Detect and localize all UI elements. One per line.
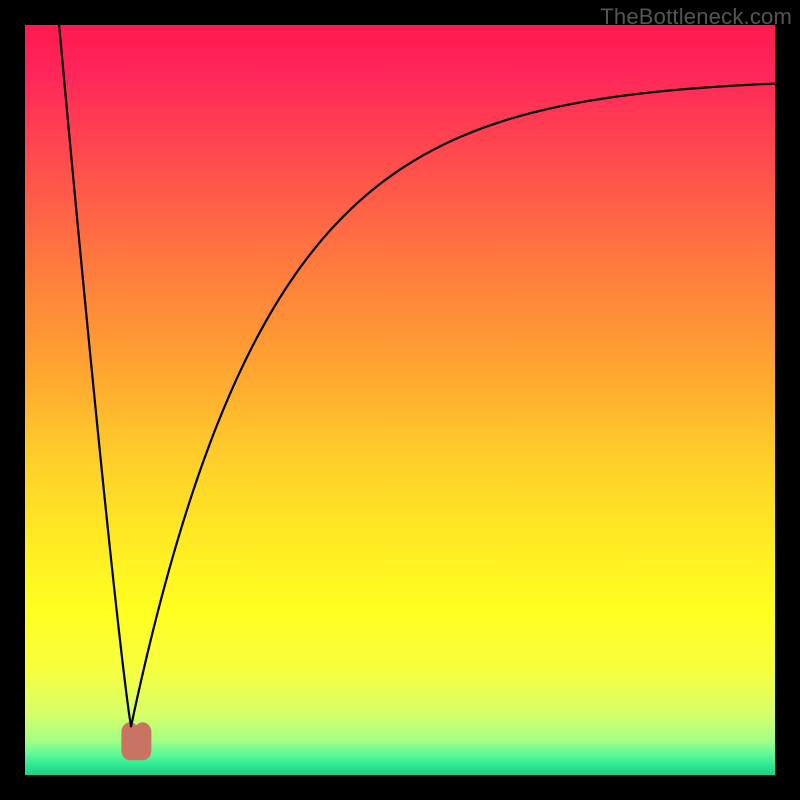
bottleneck-chart-svg	[0, 0, 800, 800]
chart-stage: TheBottleneck.com	[0, 0, 800, 800]
watermark-text: TheBottleneck.com	[600, 4, 792, 30]
